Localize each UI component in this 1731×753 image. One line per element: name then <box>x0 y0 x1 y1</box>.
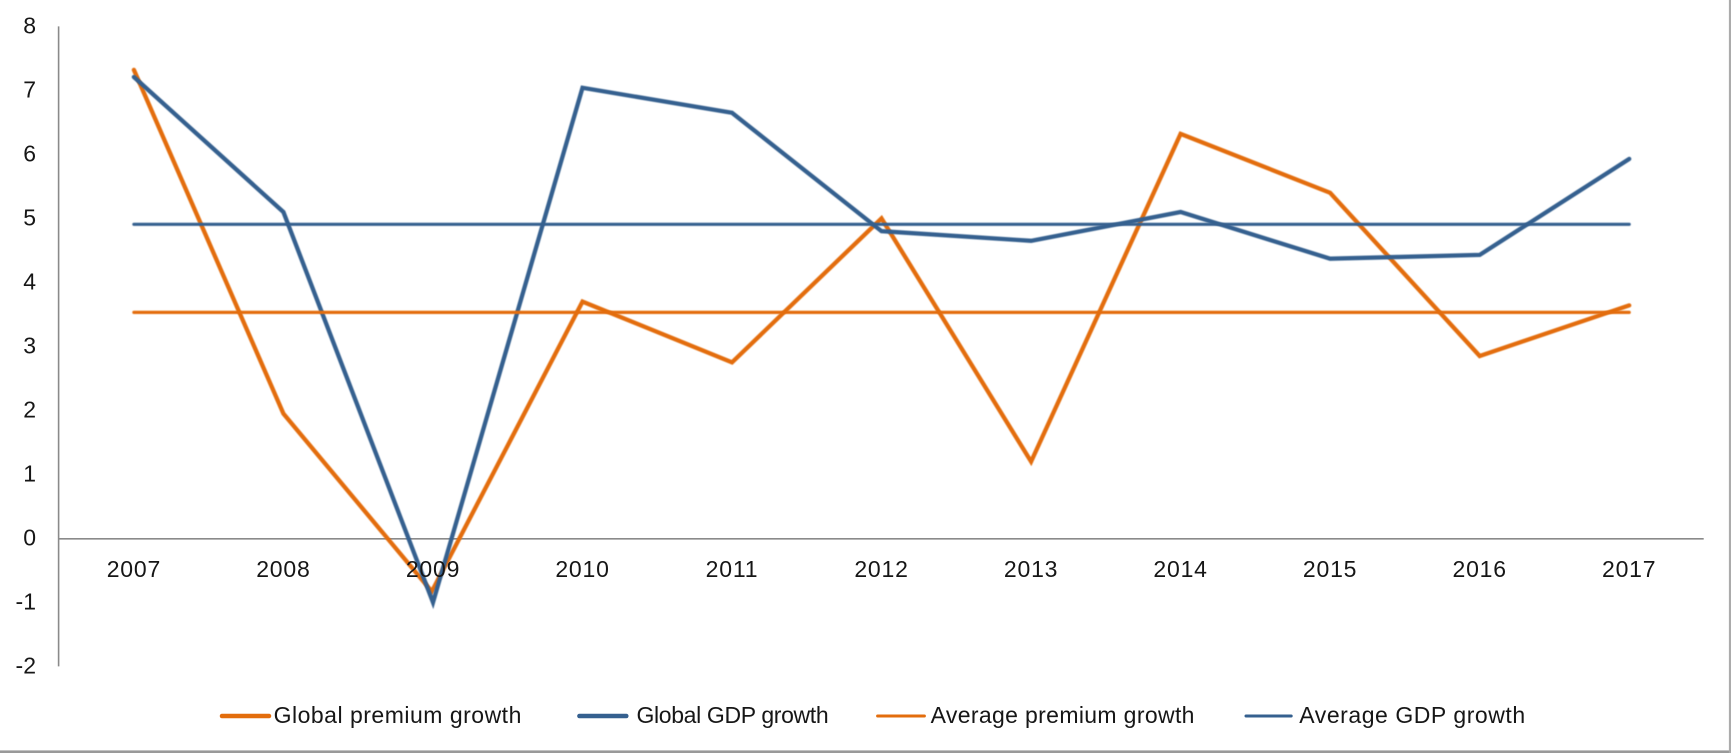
svg-text:7: 7 <box>23 77 36 103</box>
svg-text:1: 1 <box>23 461 36 487</box>
svg-text:2012: 2012 <box>854 556 908 582</box>
svg-text:3: 3 <box>23 333 36 359</box>
svg-text:8: 8 <box>23 13 36 39</box>
svg-text:Global GDP growth: Global GDP growth <box>637 702 829 728</box>
svg-text:-1: -1 <box>16 589 36 615</box>
svg-text:2017: 2017 <box>1602 556 1656 582</box>
svg-text:2009: 2009 <box>406 556 460 582</box>
svg-text:-2: -2 <box>16 653 36 679</box>
svg-text:4: 4 <box>23 269 36 295</box>
svg-text:Global premium growth: Global premium growth <box>274 702 522 728</box>
svg-text:2: 2 <box>23 397 36 423</box>
svg-text:2015: 2015 <box>1303 556 1357 582</box>
svg-text:Average GDP growth: Average GDP growth <box>1299 702 1525 728</box>
svg-text:0: 0 <box>23 525 36 551</box>
svg-text:2011: 2011 <box>706 556 759 582</box>
svg-text:2008: 2008 <box>256 556 310 582</box>
svg-text:2016: 2016 <box>1453 556 1507 582</box>
svg-text:6: 6 <box>23 141 36 167</box>
svg-text:2013: 2013 <box>1004 556 1058 582</box>
svg-text:2014: 2014 <box>1153 556 1207 582</box>
svg-text:2010: 2010 <box>555 556 609 582</box>
svg-text:Average premium growth: Average premium growth <box>931 702 1195 728</box>
svg-text:2007: 2007 <box>107 556 161 582</box>
svg-text:5: 5 <box>23 205 36 231</box>
